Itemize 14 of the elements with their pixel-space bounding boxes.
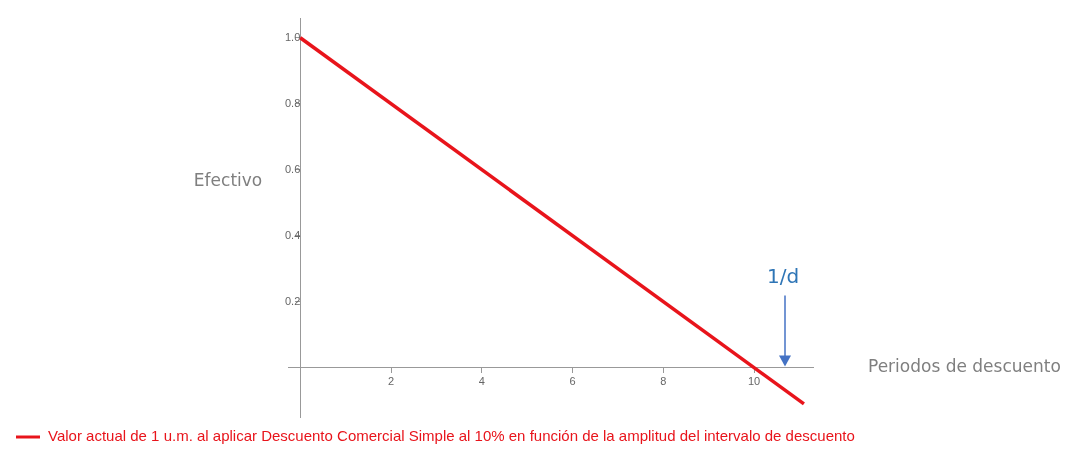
x-tick-label: 8 — [660, 375, 667, 388]
y-axis-title: Efectivo — [193, 170, 263, 191]
y-tick-label: 0.8 — [284, 96, 301, 109]
y-tick-label: 0.2 — [284, 294, 301, 307]
y-tick-label: 1.0 — [284, 30, 301, 43]
x-tick-label: 10 — [747, 375, 761, 388]
x-tick-label: 2 — [387, 375, 395, 388]
x-axis-title: Periodos de descuento — [868, 355, 1061, 376]
y-tick-label: 0.6 — [284, 162, 301, 175]
legend-label: Valor actual de 1 u.m. al aplicar Descuento Comercial Simple al 10% en función de la amplitud del intervalo de descuento — [48, 427, 855, 445]
x-tick-label: 4 — [478, 375, 485, 388]
annotation: 1/d — [766, 263, 800, 288]
y-tick-label: 0.4 — [284, 228, 301, 241]
x-tick-label: 6 — [569, 375, 576, 388]
